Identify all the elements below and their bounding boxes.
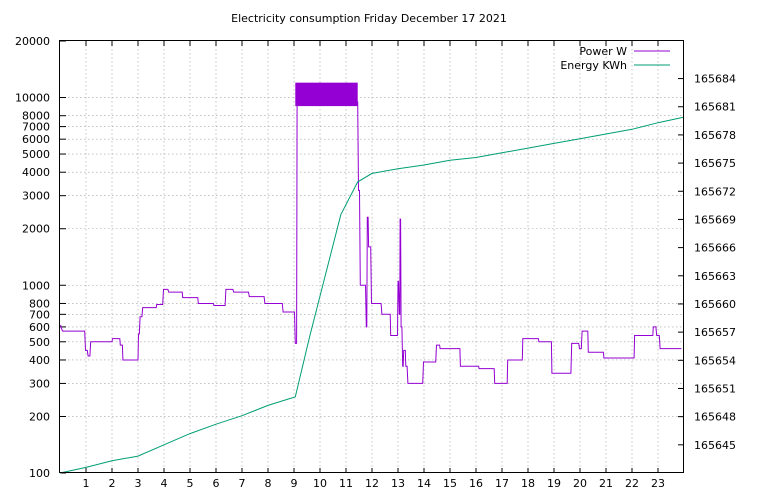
y-right-tick-label: 165663 [694,270,736,283]
x-tick-label: 2 [109,477,116,490]
x-tick-label: 14 [417,477,431,490]
x-tick-label: 15 [443,477,457,490]
plot-frame [59,40,684,473]
y-right-tick-label: 165660 [694,298,736,311]
y-left-tick-label: 5000 [22,148,50,161]
y-left-tick-label: 100 [29,467,50,480]
grid [60,41,684,473]
chart-title: Electricity consumption Friday December … [231,12,507,25]
y-left-tick-label: 200 [29,410,50,423]
y-left-tick-label: 2000 [22,223,50,236]
y-right-tick-label: 165669 [694,213,736,226]
x-tick-label: 19 [547,477,561,490]
series-power-line [60,101,682,384]
y-left-tick-label: 400 [29,354,50,367]
x-tick-label: 3 [135,477,142,490]
y-right-tick-label: 165675 [694,157,736,170]
x-tick-label: 8 [265,477,272,490]
x-tick-label: 17 [495,477,509,490]
series-energy-line [59,116,685,474]
y-left-tick-label: 600 [29,321,50,334]
y-right-tick-label: 165666 [694,242,736,255]
x-tick-label: 4 [161,477,168,490]
x-tick-label: 13 [391,477,405,490]
power-band [295,82,358,107]
y-left-tick-label: 4000 [22,166,50,179]
x-tick-label: 6 [213,477,220,490]
y-right-tick-label: 165681 [694,101,736,114]
x-tick-label: 21 [599,477,613,490]
x-tick-label: 20 [573,477,587,490]
y-right-tick-label: 165684 [694,73,736,86]
x-tick-label: 5 [187,477,194,490]
y-left-tick-label: 700 [29,308,50,321]
y-left-tick-label: 8000 [22,110,50,123]
y-left-tick-label: 300 [29,377,50,390]
x-tick-label: 11 [339,477,353,490]
y-right-tick-label: 165648 [694,411,736,424]
legend-label-energy: Energy KWh [560,59,627,72]
legend-label-power: Power W [579,45,627,58]
legend: Power W Energy KWh [560,45,670,72]
y-left-tick-label: 1000 [22,279,50,292]
axis-ticks: 1 2 3 4 5 6 7 8 9 10 11 12 13 14 15 16 17 18 19 20 21 22 23100… [15,35,736,490]
y-left-tick-label: 20000 [15,35,50,48]
y-right-tick-label: 165672 [694,185,736,198]
y-left-tick-label: 7000 [22,121,50,134]
x-tick-label: 12 [365,477,379,490]
y-right-tick-label: 165654 [694,354,736,367]
x-tick-label: 7 [239,477,246,490]
y-left-tick-label: 6000 [22,133,50,146]
x-tick-label: 10 [313,477,327,490]
y-right-tick-label: 165645 [694,439,736,452]
x-tick-label: 1 [83,477,90,490]
x-tick-label: 16 [469,477,483,490]
x-tick-label: 23 [651,477,665,490]
series [59,82,685,474]
y-right-tick-label: 165651 [694,382,736,395]
y-left-tick-label: 3000 [22,190,50,203]
x-tick-label: 9 [291,477,298,490]
x-tick-label: 18 [521,477,535,490]
y-right-tick-label: 165657 [694,326,736,339]
y-right-tick-label: 165678 [694,129,736,142]
x-tick-label: 22 [625,477,639,490]
y-left-tick-label: 10000 [15,92,50,105]
y-left-tick-label: 800 [29,297,50,310]
y-left-tick-label: 500 [29,336,50,349]
